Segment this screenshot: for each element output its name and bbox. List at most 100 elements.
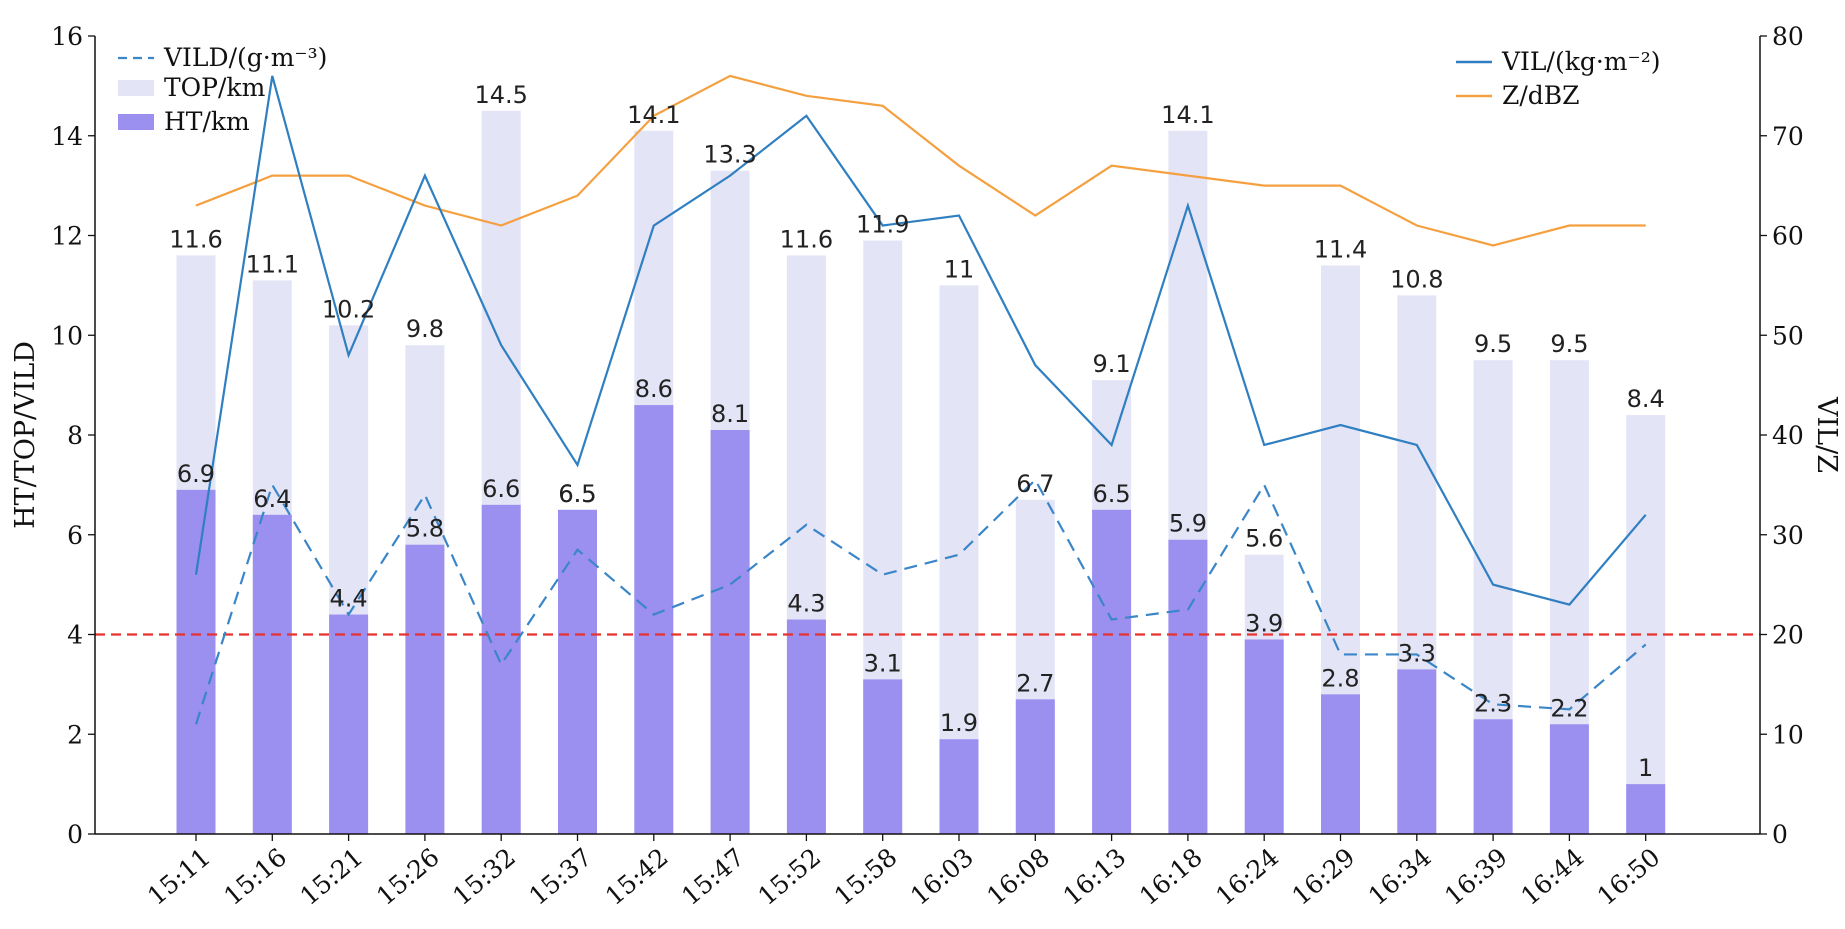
x-tick-label: 15:37	[524, 842, 598, 911]
x-tick-label: 16:18	[1134, 842, 1208, 911]
top-value-label: 9.5	[1550, 330, 1588, 358]
ht-value-label: 2.3	[1474, 689, 1512, 717]
legend-vil-label: VIL/(kg·m⁻²)	[1501, 47, 1660, 76]
ht-bar	[710, 430, 750, 834]
x-tick-label: 15:42	[600, 842, 674, 911]
ht-bar	[786, 619, 826, 834]
top-value-label: 9.1	[1093, 350, 1131, 378]
ht-bar	[1397, 669, 1437, 834]
ht-bar	[176, 489, 216, 834]
ht-value-label: 2.8	[1321, 664, 1359, 692]
x-tick-label: 15:58	[829, 842, 903, 911]
ht-bar	[1015, 699, 1055, 834]
y2-tick-label: 70	[1772, 122, 1804, 151]
ht-bar	[634, 405, 674, 834]
top-value-label: 10.8	[1390, 265, 1443, 293]
y-tick-label: 0	[67, 820, 83, 849]
ht-value-label: 6.5	[1093, 480, 1131, 508]
x-tick-label: 16:08	[981, 842, 1055, 911]
vil-line	[194, 75, 1647, 606]
ht-value-label: 2.2	[1550, 694, 1588, 722]
x-tick-label: 16:03	[905, 842, 979, 911]
x-tick-label: 16:50	[1592, 842, 1666, 911]
top-value-label: 13.3	[703, 141, 756, 169]
ht-bar	[252, 514, 292, 834]
ht-value-label: 8.6	[635, 375, 673, 403]
y-tick-label: 4	[67, 621, 83, 650]
x-tick-label: 15:11	[142, 842, 216, 911]
ht-value-label: 4.3	[787, 590, 825, 618]
x-tick-label: 16:44	[1515, 842, 1589, 911]
top-value-label: 9.8	[406, 315, 444, 343]
vild-line	[194, 478, 1647, 725]
ht-bar	[1321, 694, 1360, 834]
top-value-label: 11.6	[169, 225, 222, 253]
top-value-label: 14.1	[1161, 101, 1214, 129]
y-tick-label: 12	[51, 222, 83, 251]
ht-bar	[481, 504, 521, 834]
top-value-label: 11.6	[780, 225, 833, 253]
y2-tick-label: 40	[1772, 421, 1804, 450]
ht-bar	[1626, 784, 1666, 834]
bar-value-labels: 11.611.110.29.814.56.514.113.311.611.911…	[169, 81, 1665, 782]
y-tick-label: 8	[67, 421, 83, 450]
y-tick-label: 2	[67, 720, 83, 749]
ht-bars	[176, 405, 1666, 834]
top-value-label: 9.5	[1474, 330, 1512, 358]
top-value-label: 10.2	[322, 295, 375, 323]
y-tick-label: 6	[67, 521, 83, 550]
x-tick-label: 15:16	[218, 842, 292, 911]
ht-bar	[329, 614, 369, 834]
top-bar	[1626, 415, 1666, 834]
ht-value-label: 3.3	[1398, 639, 1436, 667]
ht-value-label: 8.1	[711, 400, 749, 428]
ht-value-label: 4.4	[330, 585, 368, 613]
ht-value-label: 6.6	[482, 475, 520, 503]
legend-vild-label: VILD/(g·m⁻³)	[163, 43, 327, 72]
x-tick-label: 15:21	[295, 842, 369, 911]
ht-bar	[1473, 719, 1513, 834]
y-axis-title: HT/TOP/VILD	[10, 341, 41, 529]
ht-value-label: 1.9	[940, 709, 978, 737]
ht-value-label: 6.9	[177, 460, 215, 488]
ht-bar	[1549, 724, 1589, 834]
ht-bar	[1168, 539, 1208, 834]
top-value-label: 11.4	[1314, 235, 1367, 263]
ht-value-label: 3.1	[864, 649, 902, 677]
z-dbz-line	[195, 74, 1646, 247]
ht-value-label: 5.9	[1169, 510, 1207, 538]
ht-value-label: 6.5	[558, 480, 596, 508]
ht-bar	[939, 739, 979, 834]
line-series-group	[194, 74, 1647, 725]
top-value-label: 6.7	[1016, 470, 1054, 498]
legend-ht-swatch	[118, 114, 154, 130]
legends: VILD/(g·m⁻³)TOP/km HT/km VIL/(kg·m⁻²) Z/dBZ	[118, 43, 1660, 136]
legend-top-swatch	[118, 80, 154, 96]
ht-value-label: 5.8	[406, 515, 444, 543]
x-tick-label: 16:13	[1058, 842, 1132, 911]
ht-bar	[558, 509, 597, 834]
y2-tick-label: 10	[1772, 720, 1804, 749]
ht-value-label: 2.7	[1016, 669, 1054, 697]
y-tick-label: 14	[51, 122, 83, 151]
y2-tick-label: 50	[1772, 321, 1804, 350]
x-tick-label: 16:34	[1363, 842, 1437, 911]
x-tick-label: 16:39	[1439, 842, 1513, 911]
ht-bar	[1092, 509, 1132, 834]
y2-tick-label: 60	[1772, 222, 1804, 251]
top-value-label: 14.5	[474, 81, 527, 109]
ht-value-label: 6.4	[253, 485, 291, 513]
x-tick-label: 16:24	[1210, 842, 1284, 911]
top-value-label: 8.4	[1627, 385, 1665, 413]
y-tick-label: 16	[51, 22, 83, 51]
y2-tick-label: 20	[1772, 621, 1804, 650]
top-value-label: 11	[944, 255, 975, 283]
top-value-label: 6.5	[558, 480, 596, 508]
y2-tick-label: 80	[1772, 22, 1804, 51]
y2-tick-label: 0	[1772, 820, 1788, 849]
top-bars	[176, 110, 1666, 835]
y2-axis-title: VIL/Z	[1811, 396, 1842, 473]
legend-z-label: Z/dBZ	[1502, 81, 1580, 110]
ht-value-label: 1	[1638, 754, 1653, 782]
legend-ht-label: HT/km	[164, 107, 250, 136]
